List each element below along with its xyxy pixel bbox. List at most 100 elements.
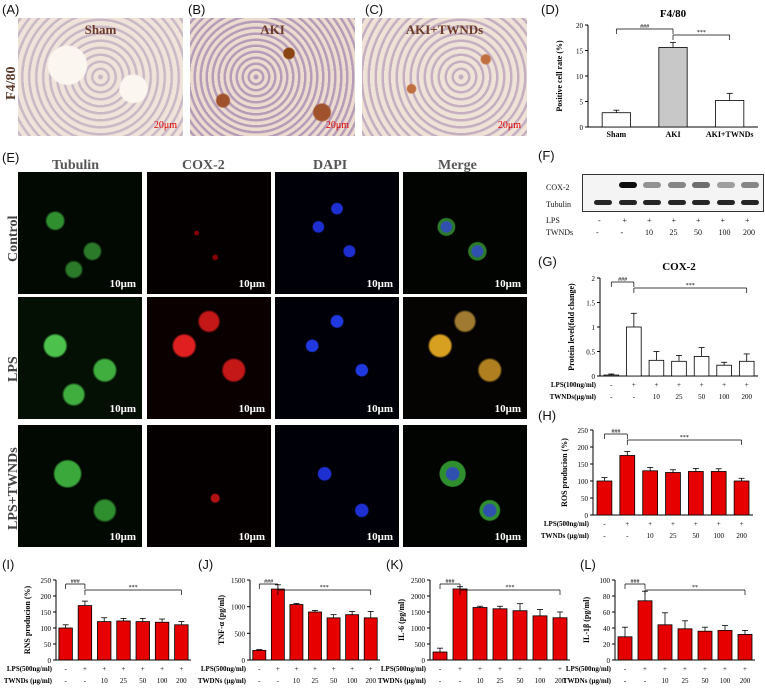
row1-label: LPS(500ng/ml) — [201, 665, 247, 673]
y-tick-label: 200 — [578, 444, 589, 452]
row1-value: + — [179, 665, 183, 673]
fluo-image-lps-twnds-dapi: 10μm — [275, 425, 399, 547]
row2-value: 25 — [497, 677, 505, 685]
y-tick-label: 1500 — [411, 609, 426, 617]
y-tick-label: 2 — [592, 275, 596, 283]
row2-label: TWNDs (μg/ml) — [541, 532, 590, 540]
blot-label-tubulin: Tubulin — [546, 200, 572, 209]
blot-band-cox2 — [692, 182, 710, 188]
row2-value: 10 — [477, 677, 485, 685]
y-tick-label: 20 — [603, 641, 611, 649]
row1-value: + — [743, 665, 747, 673]
row1-value: - — [603, 520, 606, 528]
row2-value: 10 — [101, 677, 109, 685]
row2-value: 25 — [676, 393, 684, 401]
row1-value: + — [350, 665, 354, 673]
bar — [252, 650, 267, 661]
y-tick-label: 500 — [415, 641, 426, 649]
fluo-scale-bar: 10μm — [494, 531, 521, 543]
sig-mark: ### — [640, 24, 649, 30]
bar — [116, 620, 131, 661]
fluo-scale-bar: 10μm — [238, 531, 265, 543]
y-tick-label: 1.5 — [586, 300, 595, 308]
y-tick-label: 150 — [578, 461, 589, 469]
bar — [637, 600, 653, 661]
fluo-image-control-dapi: 10μm — [275, 172, 399, 294]
row2-value: 200 — [741, 393, 752, 401]
blot-lps-value: + — [622, 216, 628, 225]
row2-label: TWDNs (μg/ml) — [198, 677, 247, 685]
bar — [710, 471, 727, 516]
row1-label: LPS(500ng/ml) — [566, 665, 612, 673]
fluo-scale-bar: 10μm — [109, 403, 136, 415]
fluo-scale-bar: 10μm — [366, 531, 393, 543]
blot-lps-value: + — [647, 216, 652, 225]
row2-value: 10 — [653, 393, 661, 401]
y-tick-label: 60 — [603, 609, 611, 617]
blot-lps-value: + — [671, 216, 677, 225]
fluo-scale-bar: 10μm — [494, 278, 521, 290]
panel-letter-h: (H) — [538, 408, 557, 423]
row2-value: - — [459, 677, 462, 685]
row1-value: - — [258, 665, 261, 673]
sig-mark: ### — [264, 579, 273, 585]
row2-value: - — [84, 677, 87, 685]
category-label: Sham — [607, 130, 627, 139]
y-tick-label: 2500 — [411, 577, 426, 585]
y-tick-label: 250 — [41, 577, 52, 585]
y-tick-label: 2000 — [411, 593, 426, 601]
blot-band-cox2 — [667, 182, 686, 188]
panel-letter-g: (G) — [538, 254, 557, 269]
row2-value: 25 — [670, 532, 678, 540]
blot-twnd-value: 25 — [669, 228, 678, 237]
blot-label-cox2: COX-2 — [546, 183, 570, 192]
bar — [648, 359, 665, 377]
row1-value: + — [313, 665, 317, 673]
ihc-scale-sham: 20μm — [153, 120, 177, 131]
y-tick-label: 0 — [585, 512, 589, 520]
row1-value: + — [294, 665, 298, 673]
bar — [617, 636, 633, 661]
bar — [512, 610, 528, 661]
panel-letter-l: (L) — [580, 557, 596, 572]
row2-value: - — [624, 677, 627, 685]
sig-mark: ### — [71, 579, 80, 585]
fluo-scale-bar: 10μm — [238, 278, 265, 290]
row2-value: - — [277, 677, 280, 685]
row1-value: + — [643, 665, 647, 673]
panel-letter-c: (C) — [365, 2, 384, 17]
western-blot: COX-2 Tubulin LPS TWNDs - - + - +10 +25 +50 +10… — [542, 172, 765, 242]
bar — [58, 627, 73, 661]
row2-value: 100 — [720, 677, 731, 685]
bar — [717, 630, 733, 661]
ihc-panel-sham: Sham 20μm — [18, 18, 183, 136]
blot-band-tubulin — [741, 200, 759, 205]
bar — [326, 617, 341, 661]
row2-value: 100 — [157, 677, 168, 685]
fluo-col-cox2: COX-2 — [182, 158, 225, 173]
y-tick-label: 0 — [242, 657, 246, 665]
row1-label: LPS(500ng/ml) — [381, 665, 427, 673]
row1-value: + — [648, 520, 652, 528]
ihc-panel-aki: AKI 20μm — [190, 18, 355, 136]
bar — [716, 364, 732, 377]
row2-label: TWDNs (μg/ml) — [563, 677, 612, 685]
row2-value: 200 — [365, 677, 376, 685]
bar — [677, 628, 693, 661]
y-tick-label: 100 — [600, 577, 611, 585]
y-tick-label: 0 — [592, 373, 596, 381]
bar — [715, 100, 745, 128]
blot-band-cox2 — [716, 182, 735, 188]
fluo-image-lps-tubulin: 10μm — [18, 297, 142, 419]
chart-title: F4/80 — [660, 8, 687, 20]
row2-value: 200 — [176, 677, 187, 685]
category-label: AKI — [665, 130, 680, 139]
fluo-col-merge: Merge — [438, 158, 477, 173]
bar — [270, 588, 285, 661]
fluo-col-dapi: DAPI — [313, 158, 348, 173]
bar — [77, 605, 93, 661]
y-tick-label: 1000 — [231, 604, 246, 612]
row1-value: + — [740, 520, 744, 528]
row1-value: + — [83, 665, 87, 673]
row1-value: + — [671, 520, 675, 528]
